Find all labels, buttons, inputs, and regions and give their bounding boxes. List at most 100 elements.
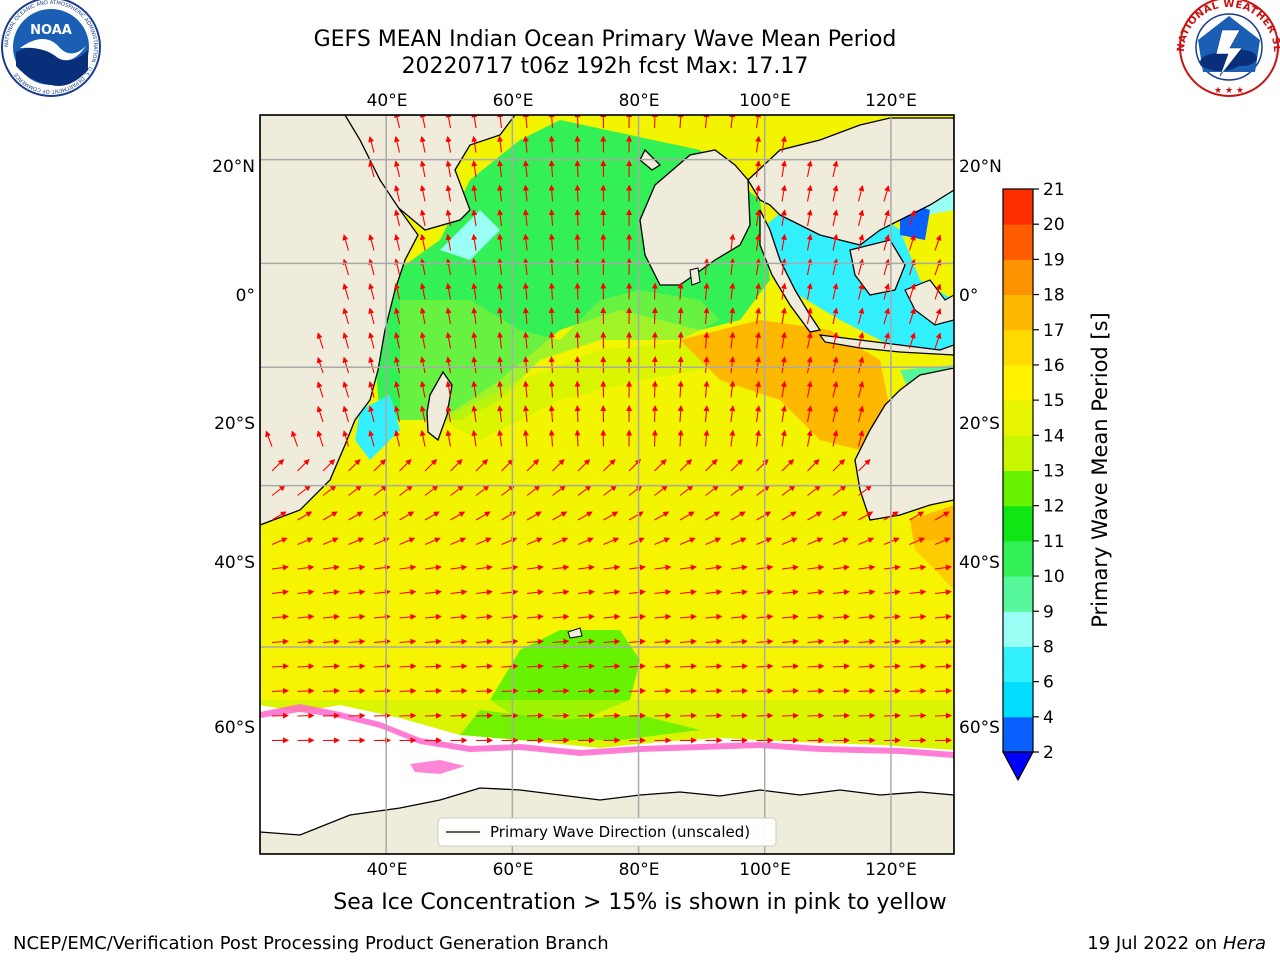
wave-arrow bbox=[781, 589, 799, 596]
wave-arrow bbox=[909, 511, 925, 521]
wave-arrow bbox=[394, 282, 401, 300]
colorbar-tick-label: 6 bbox=[1043, 673, 1054, 693]
wave-arrow bbox=[445, 356, 452, 374]
wave-arrow bbox=[730, 564, 748, 571]
wave-arrow bbox=[445, 258, 452, 276]
wave-arrow bbox=[755, 282, 762, 300]
wave-arrow bbox=[297, 564, 315, 571]
wave-arrow bbox=[342, 405, 350, 423]
wave-arrow bbox=[548, 160, 555, 178]
wave-arrow bbox=[755, 115, 762, 129]
wave-arrow bbox=[730, 458, 744, 472]
wave-arrow bbox=[577, 663, 595, 670]
wave-arrow bbox=[368, 160, 375, 178]
wave-arrow bbox=[832, 537, 849, 546]
wave-arrow bbox=[628, 511, 644, 521]
wave-arrow bbox=[368, 136, 375, 153]
wave-arrow bbox=[394, 233, 401, 251]
wave-arrow bbox=[603, 712, 621, 719]
wave-arrow bbox=[471, 380, 478, 398]
wave-arrow bbox=[755, 331, 762, 349]
wave-arrow bbox=[342, 356, 350, 374]
wave-arrow bbox=[574, 209, 581, 227]
lat-label-right: 20°N bbox=[959, 157, 1002, 177]
wave-arrow bbox=[297, 687, 315, 694]
wave-arrow bbox=[883, 283, 890, 300]
wave-arrow bbox=[934, 687, 952, 694]
wave-arrow bbox=[522, 429, 529, 447]
wave-arrow bbox=[628, 537, 645, 546]
wave-arrow bbox=[729, 405, 736, 423]
wave-arrow bbox=[322, 663, 340, 670]
wave-arrow bbox=[729, 258, 736, 276]
colorbar-segment bbox=[1003, 189, 1033, 225]
wave-arrow bbox=[654, 589, 672, 596]
wave-arrow bbox=[574, 258, 581, 276]
wave-arrow bbox=[908, 332, 916, 349]
wave-arrow bbox=[807, 458, 820, 472]
wave-arrow bbox=[399, 638, 417, 645]
wave-arrow bbox=[755, 233, 762, 251]
wave-arrow bbox=[832, 405, 839, 423]
wave-arrow bbox=[677, 380, 684, 398]
footer-date: 19 Jul 2022 on Hera bbox=[1087, 933, 1266, 954]
wave-arrow bbox=[703, 282, 710, 300]
wave-arrow bbox=[832, 589, 850, 596]
wave-arrow bbox=[419, 356, 426, 374]
wave-arrow bbox=[271, 712, 289, 719]
wave-arrow bbox=[883, 613, 901, 620]
wave-arrow bbox=[756, 511, 772, 521]
wave-arrow bbox=[475, 712, 493, 719]
lat-label-left: 0° bbox=[236, 286, 255, 306]
wave-arrow bbox=[729, 429, 736, 447]
colorbar-tick-label: 9 bbox=[1043, 602, 1054, 622]
colorbar-segment bbox=[1003, 435, 1033, 471]
wave-arrow bbox=[858, 589, 876, 596]
wave-arrow bbox=[574, 233, 581, 251]
colorbar-tick-label: 8 bbox=[1043, 637, 1054, 657]
wave-arrow bbox=[271, 687, 289, 694]
lon-label-top: 60°E bbox=[493, 91, 534, 111]
wave-arrow bbox=[806, 282, 813, 300]
wave-arrow bbox=[399, 589, 417, 596]
colorbar-tick-label: 21 bbox=[1043, 180, 1065, 200]
wave-arrow bbox=[297, 712, 315, 719]
colorbar-segment bbox=[1003, 611, 1033, 647]
wave-arrow bbox=[677, 429, 684, 447]
wave-arrow bbox=[322, 511, 338, 521]
wave-arrow bbox=[934, 511, 950, 521]
wave-arrow bbox=[832, 458, 846, 472]
sea-ice-caption: Sea Ice Concentration > 15% is shown in … bbox=[333, 890, 947, 915]
wave-arrow bbox=[934, 258, 942, 276]
wave-arrow bbox=[522, 115, 529, 129]
wave-arrow bbox=[858, 613, 876, 620]
lat-label-left: 20°N bbox=[212, 157, 255, 177]
colorbar-tick-label: 18 bbox=[1043, 286, 1065, 306]
wave-arrow bbox=[705, 564, 723, 571]
wave-arrow bbox=[807, 589, 825, 596]
nws-logo-ring: NATIONAL WEATHER SERVICE bbox=[0, 0, 1280, 53]
wave-arrow bbox=[755, 429, 762, 447]
wave-arrow bbox=[271, 638, 289, 645]
wave-arrow bbox=[522, 356, 529, 374]
noaa-logo: NOAA NATIONAL OCEANIC AND ATMOSPHERIC AD… bbox=[1, 0, 101, 97]
wave-arrow bbox=[832, 380, 839, 398]
colorbar-tick-label: 20 bbox=[1043, 215, 1065, 235]
wave-arrow bbox=[857, 234, 865, 251]
colorbar-segment bbox=[1003, 681, 1033, 718]
noaa-logo-text: NOAA bbox=[30, 23, 72, 38]
wave-arrow bbox=[679, 712, 697, 719]
wave-arrow bbox=[603, 589, 621, 596]
wave-arrow bbox=[908, 283, 916, 300]
wave-arrow bbox=[574, 115, 581, 129]
wave-arrow bbox=[729, 331, 736, 349]
wave-arrow bbox=[552, 638, 570, 645]
wave-arrow bbox=[679, 458, 693, 472]
wave-arrow bbox=[373, 638, 391, 645]
wave-arrow bbox=[471, 331, 478, 349]
wave-arrow bbox=[574, 135, 581, 153]
wave-arrow bbox=[703, 258, 710, 276]
wave-arrow bbox=[729, 115, 736, 129]
wave-arrow bbox=[526, 485, 541, 496]
colorbar-segment bbox=[1003, 576, 1033, 612]
